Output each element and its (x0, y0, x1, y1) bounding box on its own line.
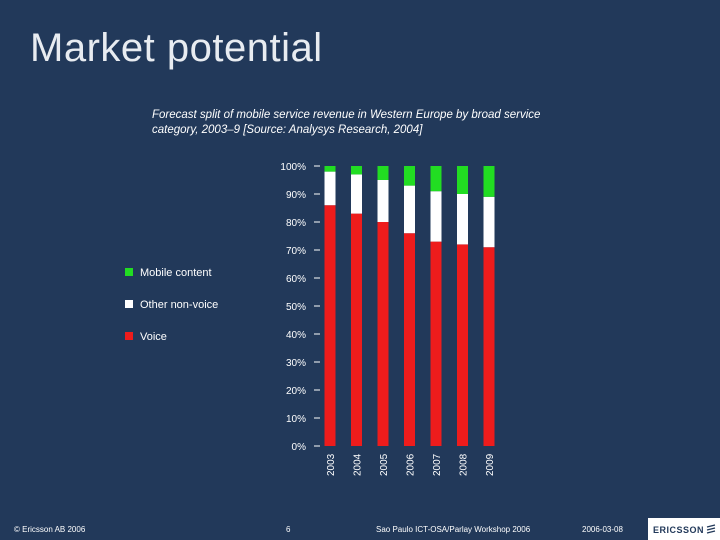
y-tick-label: 80% (286, 218, 306, 229)
x-tick-label: 2003 (326, 453, 337, 476)
legend-swatch (125, 300, 133, 308)
y-tick-label: 70% (286, 246, 306, 257)
legend-label: Mobile content (140, 267, 212, 279)
bar-segment (430, 241, 442, 446)
bar-segment (457, 194, 468, 245)
footer-page-number: 6 (286, 525, 291, 534)
bar-segment (483, 196, 495, 248)
bar-segment (457, 166, 468, 194)
y-tick-label: 20% (286, 386, 306, 397)
y-tick-label: 10% (286, 414, 306, 425)
legend-label: Voice (140, 331, 167, 343)
x-tick-label: 2008 (459, 453, 470, 476)
bar-segment (483, 166, 495, 197)
logo-text: ERICSSON (652, 525, 704, 535)
bar-segment (377, 166, 389, 180)
legend-swatch (125, 268, 133, 276)
footer-event: Sao Paulo ICT-OSA/Parlay Workshop 2006 (376, 525, 531, 534)
footer-date: 2006-03-08 (582, 525, 623, 534)
x-tick-label: 2006 (406, 453, 417, 476)
x-tick-label: 2007 (432, 453, 443, 476)
stacked-bar-chart: 0% 10% 20% 30% 40% 50% 60% 70% 80% 90% 100% 2003 200… (125, 162, 496, 476)
bar-segment (377, 222, 389, 446)
ericsson-logo: ERICSSON (648, 518, 720, 540)
bar-segment (404, 166, 415, 186)
footer: © Ericsson AB 2006 6 Sao Paulo ICT-OSA/P… (0, 518, 720, 540)
x-tick-label: 2009 (485, 453, 496, 476)
y-tick-label: 60% (286, 274, 306, 285)
bar-segment (324, 171, 336, 206)
y-tick-label: 100% (280, 162, 306, 173)
y-tick-label: 50% (286, 302, 306, 313)
slide-title: Market potential (30, 26, 323, 70)
x-tick-label: 2005 (379, 453, 390, 476)
chart-subtitle: Forecast split of mobile service revenue… (152, 109, 541, 136)
bar-segment (404, 185, 415, 234)
y-tick-label: 0% (292, 442, 307, 453)
bar-segment (404, 233, 415, 446)
bar-segment (457, 244, 468, 446)
bar-segment (483, 247, 495, 446)
x-tick-label: 2004 (353, 453, 364, 476)
y-tick-label: 90% (286, 190, 306, 201)
bar-segment (351, 174, 362, 214)
legend-label: Other non-voice (140, 299, 218, 311)
y-tick-label: 40% (286, 330, 306, 341)
y-tick-label: 30% (286, 358, 306, 369)
ericsson-mark-icon (706, 524, 716, 534)
bar-segment (351, 166, 362, 175)
bar-segment (324, 166, 336, 172)
footer-copyright: © Ericsson AB 2006 (14, 525, 86, 534)
bar-segment (324, 205, 336, 446)
legend-swatch (125, 332, 133, 340)
bar-segment (351, 213, 362, 446)
bar-segment (377, 180, 389, 222)
bar-segment (430, 191, 442, 242)
bar-segment (430, 166, 442, 192)
